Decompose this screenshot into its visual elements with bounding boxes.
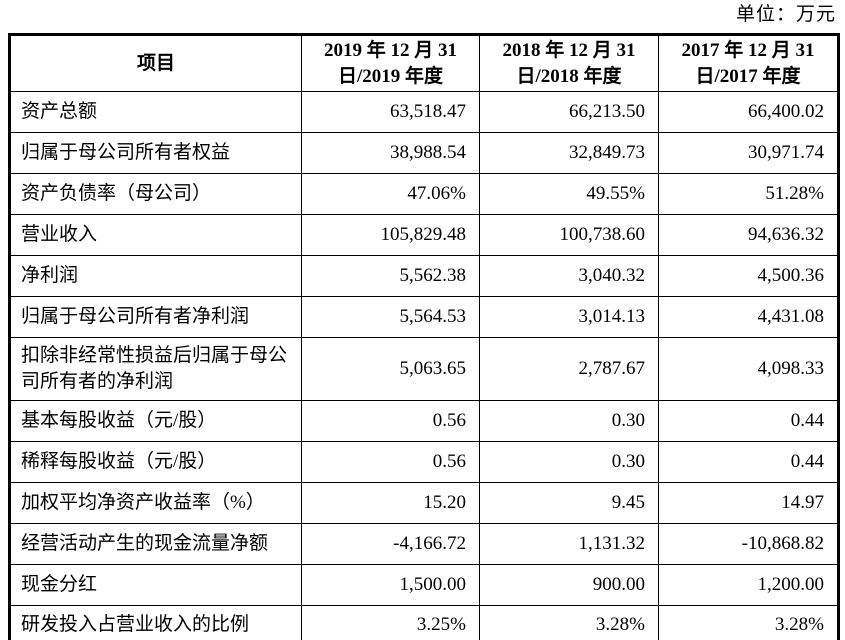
row-value: 100,738.60	[479, 214, 659, 257]
row-value: 5,562.38	[301, 255, 480, 298]
row-label: 研发投入占营业收入的比例	[9, 604, 302, 640]
column-header-item: 项目	[9, 33, 302, 93]
row-value: 0.30	[479, 399, 659, 442]
row-value: 15.20	[301, 481, 480, 524]
row-value: 0.44	[658, 440, 839, 483]
row-value: 0.30	[479, 440, 659, 483]
row-value: 66,213.50	[479, 91, 659, 134]
row-value: 14.97	[658, 481, 839, 524]
table-row: 现金分红 1,500.00 900.00 1,200.00	[9, 563, 839, 606]
row-value: -10,868.82	[658, 522, 839, 565]
table-header-row: 项目 2019 年 12 月 31 日/2019 年度 2018 年 12 月 31…	[9, 33, 839, 93]
row-value: 900.00	[479, 563, 659, 606]
row-value: 66,400.02	[658, 91, 839, 134]
table-row: 扣除非经常性损益后归属于母公司所有者的净利润 5,063.65 2,787.67 4,…	[9, 337, 839, 401]
row-value: 105,829.48	[301, 214, 480, 257]
table-body: 资产总额 63,518.47 66,213.50 66,400.02 归属于母公司所有者…	[9, 91, 839, 640]
row-label: 现金分红	[9, 563, 302, 606]
row-value: 4,098.33	[658, 337, 839, 401]
row-label: 归属于母公司所有者权益	[9, 132, 302, 175]
row-value: 3,014.13	[479, 296, 659, 339]
unit-label: 单位：万元	[735, 4, 836, 25]
row-label: 资产负债率（母公司）	[9, 173, 302, 216]
table-row: 稀释每股收益（元/股） 0.56 0.30 0.44	[9, 440, 839, 483]
row-value: 3,040.32	[479, 255, 659, 298]
table-row: 研发投入占营业收入的比例 3.25% 3.28% 3.28%	[9, 604, 839, 640]
table-row: 归属于母公司所有者权益 38,988.54 32,849.73 30,971.74	[9, 132, 839, 175]
row-value: 30,971.74	[658, 132, 839, 175]
row-value: -4,166.72	[301, 522, 480, 565]
table-row: 加权平均净资产收益率（%） 15.20 9.45 14.97	[9, 481, 839, 524]
row-label: 归属于母公司所有者净利润	[9, 296, 302, 339]
row-value: 3.28%	[479, 604, 659, 640]
column-header-period: 2018 年 12 月 31 日/2018 年度	[479, 33, 659, 93]
table-row: 基本每股收益（元/股） 0.56 0.30 0.44	[9, 399, 839, 442]
row-value: 4,500.36	[658, 255, 839, 298]
row-value: 9.45	[479, 481, 659, 524]
row-value: 1,200.00	[658, 563, 839, 606]
row-value: 5,564.53	[301, 296, 480, 339]
row-value: 4,431.08	[658, 296, 839, 339]
row-value: 94,636.32	[658, 214, 839, 257]
row-value: 2,787.67	[479, 337, 659, 401]
row-value: 63,518.47	[301, 91, 480, 134]
table-row: 营业收入 105,829.48 100,738.60 94,636.32	[9, 214, 839, 257]
row-value: 51.28%	[658, 173, 839, 216]
row-value: 38,988.54	[301, 132, 480, 175]
table-row: 净利润 5,562.38 3,040.32 4,500.36	[9, 255, 839, 298]
financial-summary-table: 项目 2019 年 12 月 31 日/2019 年度 2018 年 12 月 31…	[8, 33, 840, 640]
row-label: 资产总额	[9, 91, 302, 134]
row-value: 0.44	[658, 399, 839, 442]
row-label: 扣除非经常性损益后归属于母公司所有者的净利润	[9, 337, 302, 401]
table-row: 资产总额 63,518.47 66,213.50 66,400.02	[9, 91, 839, 134]
row-value: 32,849.73	[479, 132, 659, 175]
row-label: 加权平均净资产收益率（%）	[9, 481, 302, 524]
row-value: 0.56	[301, 399, 480, 442]
column-header-period: 2017 年 12 月 31 日/2017 年度	[658, 33, 839, 93]
row-value: 0.56	[301, 440, 480, 483]
row-value: 1,500.00	[301, 563, 480, 606]
row-value: 3.28%	[658, 604, 839, 640]
row-label: 基本每股收益（元/股）	[9, 399, 302, 442]
column-header-period: 2019 年 12 月 31 日/2019 年度	[301, 33, 480, 93]
row-value: 5,063.65	[301, 337, 480, 401]
table-header: 项目 2019 年 12 月 31 日/2019 年度 2018 年 12 月 31…	[9, 33, 839, 93]
row-label: 净利润	[9, 255, 302, 298]
row-value: 47.06%	[301, 173, 480, 216]
row-value: 49.55%	[479, 173, 659, 216]
table-row: 资产负债率（母公司） 47.06% 49.55% 51.28%	[9, 173, 839, 216]
table-row: 经营活动产生的现金流量净额 -4,166.72 1,131.32 -10,868.82	[9, 522, 839, 565]
table-row: 归属于母公司所有者净利润 5,564.53 3,014.13 4,431.08	[9, 296, 839, 339]
row-label: 稀释每股收益（元/股）	[9, 440, 302, 483]
row-value: 3.25%	[301, 604, 480, 640]
row-label: 经营活动产生的现金流量净额	[9, 522, 302, 565]
row-label: 营业收入	[9, 214, 302, 257]
row-value: 1,131.32	[479, 522, 659, 565]
